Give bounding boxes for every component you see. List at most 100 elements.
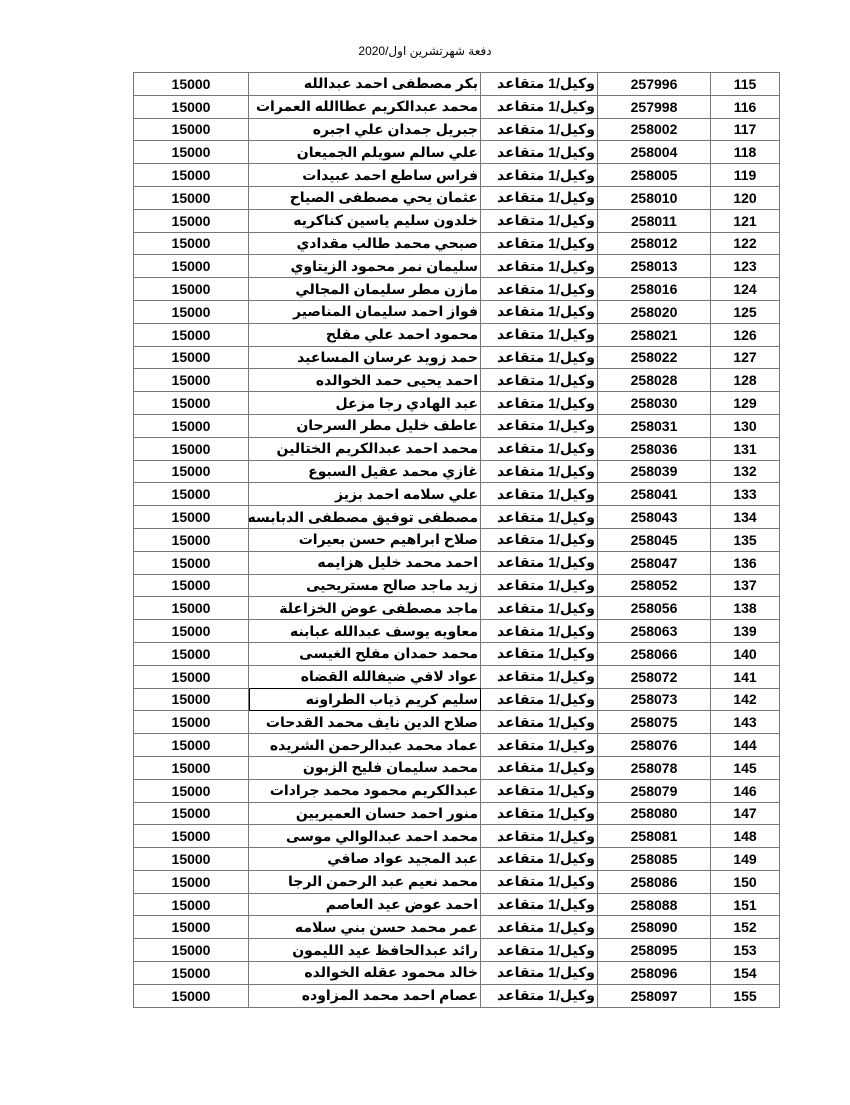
table-row: 148 258081 وكيل/1 متقاعد محمد احمد عبدالوال… <box>133 824 780 849</box>
rank-cell: وكيل/1 متقاعد <box>480 459 598 484</box>
full-name-cell: فراس ساطع احمد عبيدات <box>248 163 481 187</box>
full-name-cell: محمود احمد علي مفلح <box>248 322 481 347</box>
rank-cell: وكيل/1 متقاعد <box>480 824 598 849</box>
amount-cell: 15000 <box>133 938 249 963</box>
full-name-cell: بكر مصطفى احمد عبدالله <box>248 72 481 96</box>
service-number-cell: 258028 <box>597 368 711 393</box>
table-row: 128 258028 وكيل/1 متقاعد احمد يحيى حمد الخو… <box>133 368 780 393</box>
service-number-cell: 258080 <box>597 801 711 826</box>
rank-cell: وكيل/1 متقاعد <box>480 847 598 871</box>
rank-cell: وكيل/1 متقاعد <box>480 231 598 256</box>
row-number-cell: 116 <box>710 94 780 119</box>
service-number-cell: 258039 <box>597 459 711 484</box>
payment-table: 115 257996 وكيل/1 متقاعد بكر مصطفى احمد عبد… <box>133 72 780 1008</box>
rank-cell: وكيل/1 متقاعد <box>480 345 598 370</box>
full-name-cell: عثمان يحي مصطفى الصياح <box>248 185 481 210</box>
table-row: 143 258075 وكيل/1 متقاعد صلاح الدين نايف مح… <box>133 710 780 735</box>
table-row: 147 258080 وكيل/1 متقاعد منور احمد حسان الع… <box>133 801 780 826</box>
service-number-cell: 258056 <box>597 596 711 621</box>
rank-cell: وكيل/1 متقاعد <box>480 277 598 301</box>
amount-cell: 15000 <box>133 368 249 393</box>
service-number-cell: 258073 <box>597 687 711 712</box>
rank-cell: وكيل/1 متقاعد <box>480 299 598 324</box>
table-row: 134 258043 وكيل/1 متقاعد مصطفى توفيق مصطفى … <box>133 505 780 529</box>
table-row: 122 258012 وكيل/1 متقاعد صبحي محمد طالب مقد… <box>133 231 780 256</box>
rank-cell: وكيل/1 متقاعد <box>480 938 598 963</box>
service-number-cell: 258096 <box>597 961 711 985</box>
service-number-cell: 258021 <box>597 322 711 347</box>
full-name-cell: سليمان نمر محمود الزيتاوي <box>248 254 481 279</box>
table-row: 117 258002 وكيل/1 متقاعد جبريل جمدان علي اج… <box>133 117 780 142</box>
amount-cell: 15000 <box>133 573 249 598</box>
rank-cell: وكيل/1 متقاعد <box>480 983 598 1008</box>
rank-cell: وكيل/1 متقاعد <box>480 163 598 187</box>
table-row: 153 258095 وكيل/1 متقاعد رائد عبدالحافظ عيد… <box>133 938 780 963</box>
full-name-cell: علي سالم سويلم الجميعان <box>248 140 481 165</box>
row-number-cell: 139 <box>710 619 780 643</box>
amount-cell: 15000 <box>133 140 249 165</box>
table-row: 125 258020 وكيل/1 متقاعد فواز احمد سليمان ا… <box>133 299 780 324</box>
amount-cell: 15000 <box>133 527 249 552</box>
table-row: 118 258004 وكيل/1 متقاعد علي سالم سويلم الج… <box>133 140 780 165</box>
rank-cell: وكيل/1 متقاعد <box>480 117 598 142</box>
row-number-cell: 150 <box>710 869 780 894</box>
rank-cell: وكيل/1 متقاعد <box>480 641 598 666</box>
service-number-cell: 257998 <box>597 94 711 119</box>
full-name-cell: غازي محمد عقيل السبوع <box>248 459 481 484</box>
rank-cell: وكيل/1 متقاعد <box>480 94 598 119</box>
table-row: 131 258036 وكيل/1 متقاعد محمد احمد عبدالكري… <box>133 436 780 461</box>
amount-cell: 15000 <box>133 915 249 940</box>
amount-cell: 15000 <box>133 550 249 575</box>
rank-cell: وكيل/1 متقاعد <box>480 778 598 803</box>
row-number-cell: 120 <box>710 185 780 210</box>
amount-cell: 15000 <box>133 983 249 1008</box>
table-row: 150 258086 وكيل/1 متقاعد محمد نعيم عبد الرح… <box>133 869 780 894</box>
row-number-cell: 154 <box>710 961 780 985</box>
amount-cell: 15000 <box>133 710 249 735</box>
amount-cell: 15000 <box>133 961 249 985</box>
row-number-cell: 138 <box>710 596 780 621</box>
full-name-cell: صلاح ابراهيم حسن بعيرات <box>248 527 481 552</box>
row-number-cell: 130 <box>710 413 780 438</box>
table-row: 124 258016 وكيل/1 متقاعد مازن مطر سليمان ال… <box>133 277 780 301</box>
service-number-cell: 258030 <box>597 391 711 415</box>
service-number-cell: 258063 <box>597 619 711 643</box>
table-row: 121 258011 وكيل/1 متقاعد خلدون سليم ياسين ك… <box>133 208 780 233</box>
full-name-cell: عمر محمد حسن بني سلامه <box>248 915 481 940</box>
service-number-cell: 258076 <box>597 733 711 757</box>
rank-cell: وكيل/1 متقاعد <box>480 869 598 894</box>
row-number-cell: 127 <box>710 345 780 370</box>
rank-cell: وكيل/1 متقاعد <box>480 733 598 757</box>
table-row: 120 258010 وكيل/1 متقاعد عثمان يحي مصطفى ال… <box>133 185 780 210</box>
rank-cell: وكيل/1 متقاعد <box>480 619 598 643</box>
service-number-cell: 258085 <box>597 847 711 871</box>
full-name-cell: صبحي محمد طالب مقدادي <box>248 231 481 256</box>
rank-cell: وكيل/1 متقاعد <box>480 550 598 575</box>
amount-cell: 15000 <box>133 596 249 621</box>
table-row: 140 258066 وكيل/1 متقاعد محمد حمدان مفلح ال… <box>133 641 780 666</box>
row-number-cell: 123 <box>710 254 780 279</box>
rank-cell: وكيل/1 متقاعد <box>480 710 598 735</box>
row-number-cell: 147 <box>710 801 780 826</box>
row-number-cell: 117 <box>710 117 780 142</box>
table-row: 135 258045 وكيل/1 متقاعد صلاح ابراهيم حسن ب… <box>133 527 780 552</box>
amount-cell: 15000 <box>133 664 249 689</box>
rank-cell: وكيل/1 متقاعد <box>480 391 598 415</box>
amount-cell: 15000 <box>133 778 249 803</box>
row-number-cell: 131 <box>710 436 780 461</box>
row-number-cell: 136 <box>710 550 780 575</box>
row-number-cell: 132 <box>710 459 780 484</box>
full-name-cell: خلدون سليم ياسين كناكريه <box>248 208 481 233</box>
table-row: 130 258031 وكيل/1 متقاعد عاطف خليل مطر السر… <box>133 413 780 438</box>
table-row: 115 257996 وكيل/1 متقاعد بكر مصطفى احمد عبد… <box>133 72 780 96</box>
full-name-cell: حمد زويد عرسان المساعيد <box>248 345 481 370</box>
rank-cell: وكيل/1 متقاعد <box>480 801 598 826</box>
amount-cell: 15000 <box>133 94 249 119</box>
row-number-cell: 126 <box>710 322 780 347</box>
amount-cell: 15000 <box>133 755 249 780</box>
amount-cell: 15000 <box>133 208 249 233</box>
full-name-cell: منور احمد حسان العميريين <box>248 801 481 826</box>
row-number-cell: 129 <box>710 391 780 415</box>
full-name-cell: احمد يحيى حمد الخوالده <box>248 368 481 393</box>
amount-cell: 15000 <box>133 505 249 529</box>
